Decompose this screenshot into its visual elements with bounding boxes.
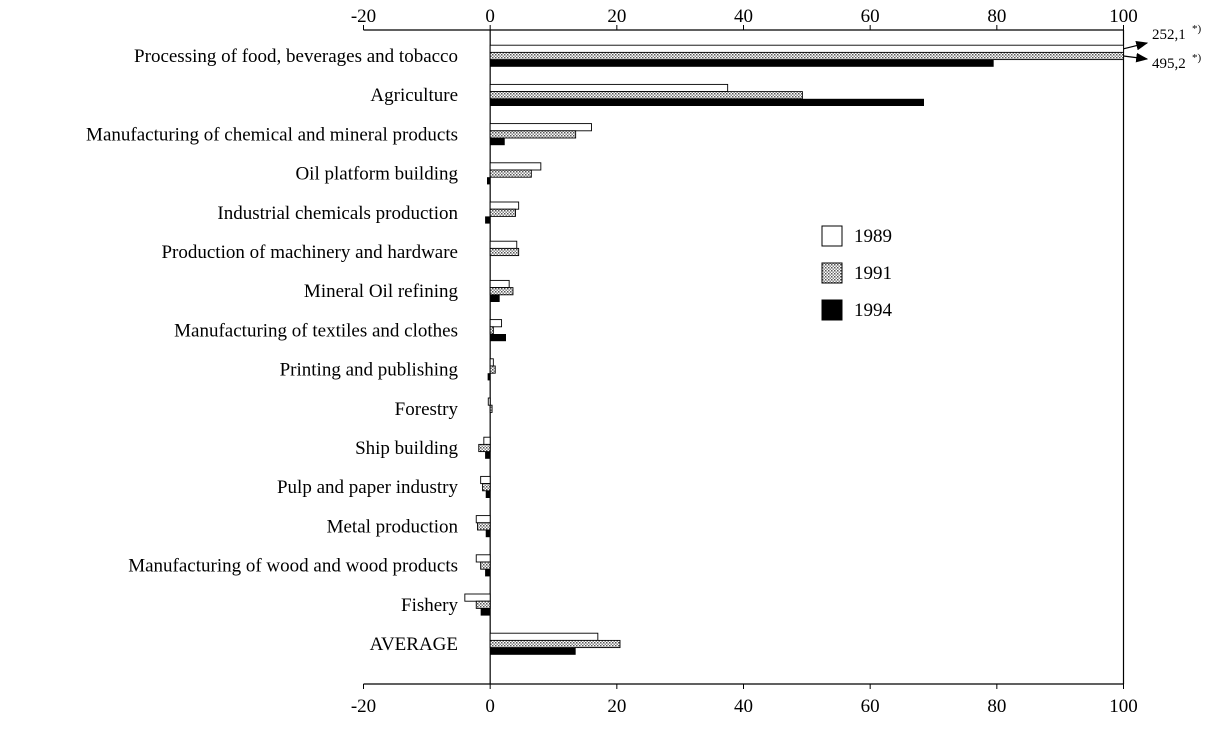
bar-1994: [485, 490, 491, 498]
bar-1991: [489, 365, 496, 374]
bar-1994: [485, 451, 491, 459]
category-label: Processing of food, beverages and tobacc…: [134, 46, 458, 67]
bar-1989: [464, 593, 491, 602]
bar-1994: [485, 530, 491, 538]
legend-label: 1991: [854, 263, 892, 284]
bar-1991: [482, 483, 491, 492]
category-label: AVERAGE: [370, 634, 458, 655]
bar-1994: [487, 177, 491, 185]
bottom-tick-label: 100: [1109, 696, 1138, 717]
category-label: Ship building: [355, 438, 458, 459]
bar-1994: [490, 334, 506, 342]
bar-1994: [480, 608, 491, 616]
category-label: Manufacturing of textiles and clothes: [174, 320, 458, 341]
bar-1994: [490, 138, 505, 146]
bar-1989: [489, 358, 494, 367]
footnote-marker: *): [1192, 52, 1202, 64]
overflow-annotations: 252,1 *) 495,2 *): [1123, 23, 1202, 72]
bar-1989: [480, 475, 491, 485]
top-tick-label: 80: [987, 6, 1006, 27]
bar-1994: [485, 216, 491, 224]
bar-1994: [490, 294, 500, 302]
bottom-tick-label: -20: [351, 696, 376, 717]
bar-1989: [489, 279, 510, 289]
overflow-arrow: [1123, 40, 1149, 51]
category-labels: Processing of food, beverages and tobacc…: [86, 46, 458, 655]
bottom-tick-label: 40: [734, 696, 753, 717]
bar-1989: [489, 240, 518, 249]
bar-1989: [475, 554, 491, 563]
bar-1989: [489, 632, 599, 641]
bar-1991: [477, 522, 491, 531]
bar-1989: [475, 515, 491, 524]
bar-1991: [489, 247, 520, 257]
bar-1991: [489, 51, 1124, 61]
bar-1991: [489, 404, 493, 413]
overflow-value: 252,1: [1152, 27, 1186, 43]
chart-axes: -20 -20 0 0 20 20 40 40 60 60 80 80 100 100: [351, 6, 1138, 717]
bar-1994: [487, 373, 491, 381]
bar-1989: [489, 44, 1124, 53]
top-tick-label: 0: [485, 6, 495, 27]
bar-1991: [489, 208, 516, 217]
top-tick-label: 20: [607, 6, 626, 27]
bar-1994: [490, 647, 576, 655]
category-label: Forestry: [395, 399, 459, 420]
category-label: Printing and publishing: [280, 360, 459, 381]
category-label: Metal production: [327, 516, 459, 537]
bar-1991: [489, 287, 514, 296]
footnote-marker: *): [1192, 23, 1202, 35]
legend-label: 1994: [854, 300, 893, 321]
top-tick-label: 100: [1109, 6, 1138, 27]
category-label: Pulp and paper industry: [277, 477, 459, 498]
bar-1991: [489, 130, 577, 139]
bar-1991: [478, 443, 491, 453]
bar-1989: [489, 201, 520, 210]
bar-1989: [489, 83, 729, 93]
bar-1994: [490, 98, 924, 106]
bar-1991: [489, 91, 803, 100]
bar-1994: [485, 569, 491, 577]
bottom-tick-label: 80: [987, 696, 1006, 717]
overflow-arrow: [1123, 52, 1149, 63]
bottom-tick-label: 0: [485, 696, 495, 717]
bottom-tick-label: 20: [607, 696, 626, 717]
bar-1989: [489, 162, 542, 171]
bar-1991: [489, 639, 621, 649]
category-label: Production of machinery and hardware: [161, 242, 458, 263]
legend: 1989 1991 1994: [821, 225, 893, 321]
top-tick-label: 40: [734, 6, 753, 27]
bar-1991: [489, 326, 494, 335]
legend-swatch-1989: [821, 225, 843, 247]
category-label: Fishery: [401, 595, 459, 616]
bar-1994: [490, 59, 994, 67]
bar-1991: [475, 600, 491, 609]
bar-1991: [489, 169, 532, 178]
bar-1989: [489, 123, 592, 132]
category-label: Oil platform building: [295, 164, 458, 185]
category-label: Agriculture: [370, 85, 458, 106]
bottom-tick-label: 60: [861, 696, 880, 717]
legend-swatch-1991: [821, 262, 843, 284]
legend-swatch-1994: [821, 299, 843, 321]
bar-1989: [483, 436, 491, 445]
bar-1989: [487, 397, 491, 406]
category-label: Manufacturing of chemical and mineral pr…: [86, 124, 458, 145]
category-label: Industrial chemicals production: [217, 203, 458, 224]
overflow-value: 495,2: [1152, 56, 1186, 72]
category-label: Manufacturing of wood and wood products: [128, 556, 458, 577]
bars: [464, 44, 1124, 655]
bar-1989: [489, 319, 503, 328]
legend-label: 1989: [854, 226, 892, 247]
bar-1991: [480, 561, 491, 570]
category-label: Mineral Oil refining: [304, 281, 459, 302]
top-tick-label: 60: [861, 6, 880, 27]
top-tick-label: -20: [351, 6, 376, 27]
